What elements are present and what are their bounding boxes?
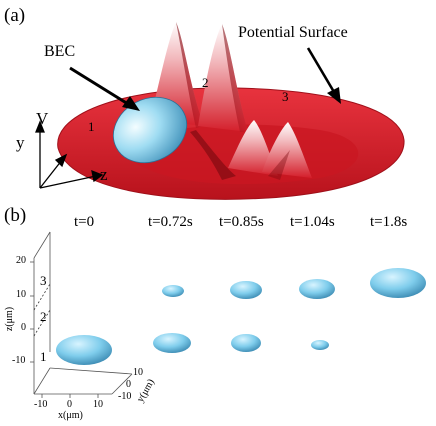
region-dividers xyxy=(33,283,51,337)
snapshot-t0-lower xyxy=(56,335,112,365)
axis-letter-z: z xyxy=(100,165,108,184)
box-region-1: 1 xyxy=(40,349,47,364)
surface-label: Potential Surface xyxy=(238,24,348,41)
time-label-0: t=0 xyxy=(74,214,95,230)
snapshot-t1-04-upper xyxy=(299,279,335,299)
x-tick-0: 0 xyxy=(67,399,72,410)
z-tick-20: 20 xyxy=(16,255,26,266)
y-tick-0: 0 xyxy=(126,379,131,390)
axis-triad xyxy=(35,120,104,189)
surface-arrow xyxy=(306,47,341,104)
y-tick-10: 10 xyxy=(133,367,143,378)
x-tick-neg10: -10 xyxy=(34,399,48,410)
axis-letter-y: y xyxy=(16,133,25,152)
z-axis-label: z(μm) xyxy=(4,306,16,332)
bec-label: BEC xyxy=(44,43,76,60)
bec-arrow xyxy=(69,66,140,111)
potential-surface xyxy=(57,22,405,200)
axes-box xyxy=(30,231,133,398)
snapshot-t1-04-lower xyxy=(311,340,329,350)
bec-blob xyxy=(113,96,187,164)
x-tick-10: 10 xyxy=(93,399,103,410)
time-label-2: t=0.85s xyxy=(219,214,264,230)
z-tick-10: 10 xyxy=(16,289,26,300)
y-tick-neg10: -10 xyxy=(118,391,132,402)
snapshot-t0-85-upper xyxy=(230,281,262,299)
snapshot-t0-72-lower xyxy=(153,333,191,353)
surface-region-1: 1 xyxy=(88,119,95,134)
time-label-1: t=0.72s xyxy=(148,214,193,230)
panel-a-label: (a) xyxy=(4,5,26,26)
axis-letter-v: V xyxy=(36,109,49,128)
snapshot-t0-85-lower xyxy=(231,334,261,352)
x-axis-label: x(μm) xyxy=(58,410,83,421)
time-label-3: t=1.04s xyxy=(290,214,335,230)
snapshot-t0-72-upper xyxy=(162,285,184,297)
surface-region-2: 2 xyxy=(202,75,209,90)
z-tick-neg10: -10 xyxy=(12,355,26,366)
panel-b-label: (b) xyxy=(4,205,27,226)
time-label-4: t=1.8s xyxy=(370,214,408,230)
box-region-3: 3 xyxy=(40,273,47,288)
surface-region-3: 3 xyxy=(282,89,289,104)
snapshot-t1-8-upper xyxy=(370,268,426,298)
z-tick-0: 0 xyxy=(21,322,26,333)
box-region-2: 2 xyxy=(40,309,47,324)
